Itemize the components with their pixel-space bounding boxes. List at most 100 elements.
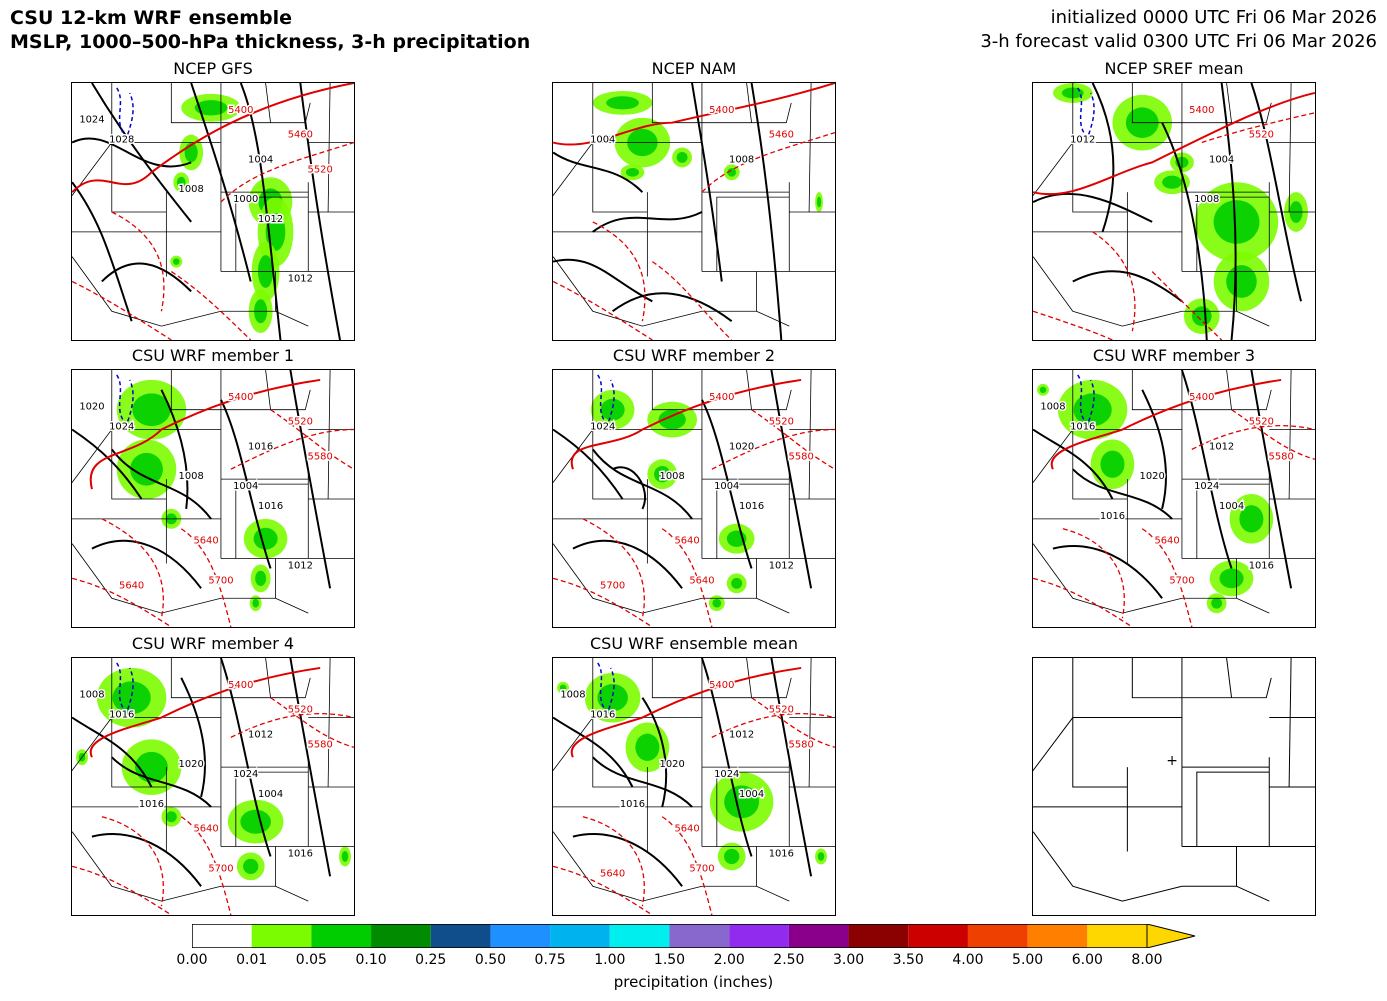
mslp-contour [289, 658, 332, 877]
map-panel-member1: CSU WRF member 1 1024 1016 1004 1008 1012 101… [71, 346, 355, 628]
state-border [701, 389, 792, 411]
mslp-contour [1033, 428, 1114, 500]
thickness-label: 5580 [1269, 451, 1294, 462]
thickness-contour [661, 528, 713, 627]
state-border [716, 771, 790, 847]
colorbar-segment [848, 924, 909, 948]
panel-title: CSU WRF member 1 [131, 346, 295, 365]
colorbar-tick-label: 4.00 [952, 952, 984, 968]
mslp-label: 1012 [288, 273, 313, 284]
mslp-contour [1141, 389, 1167, 510]
state-border [1226, 658, 1233, 698]
thickness-contours [1033, 378, 1315, 627]
thickness-contour [101, 816, 164, 907]
contour-labels: 1024 1020 1004 1008 1012 1016 5400 5520 5580 5640… [589, 390, 816, 593]
map-panel-sref: NCEP SREF mean 1012 1004 1008 5400 5520 [1032, 59, 1316, 341]
map-plot: 1004 1008 5400 5460 [552, 82, 836, 341]
thickness-contours [1033, 91, 1315, 340]
precip-area-heavy [341, 850, 349, 862]
precip-area-heavy [654, 466, 671, 483]
colorbar-tick-label: 8.00 [1131, 952, 1163, 968]
mslp-label: 1004 [233, 481, 258, 492]
state-border [701, 846, 757, 887]
map-plot: 1016 1012 1024 1020 1016 1004 1008 1016 5400 5520… [552, 657, 836, 916]
thickness-contour [111, 211, 165, 312]
thickness-contour [651, 261, 733, 340]
mslp-label: 1004 [258, 789, 283, 800]
mslp-contour [1052, 545, 1163, 599]
precip-area-heavy [559, 684, 567, 692]
state-border [1226, 83, 1232, 123]
colorbar-segment [192, 924, 252, 948]
mslp-contour [641, 697, 668, 808]
map-panel-ensemble-mean: CSU WRF ensemble mean 1016 1012 1024 1020 10… [552, 634, 836, 916]
thickness-contour [1151, 271, 1223, 340]
mslp-label: 1024 [233, 769, 258, 780]
thickness-contours [72, 83, 354, 340]
precip-field [1037, 379, 1274, 614]
state-border [111, 717, 167, 788]
thickness-label: 5700 [1169, 575, 1194, 586]
figure-title: CSU 12-km WRF ensemble MSLP, 1000–500-hP… [10, 6, 530, 54]
colorbar-segment [1087, 924, 1147, 948]
mslp-contour [111, 756, 212, 808]
colorbar-tick-labels: 0.00 0.01 0.05 0.10 0.25 0.50 0.75 1.00 1.50 2.00… [0, 952, 1387, 972]
thickness-contour [72, 577, 172, 627]
mslp-contours [553, 658, 813, 887]
colorbar-segment [490, 924, 551, 948]
mslp-label: 1012 [769, 560, 794, 571]
mslp-label: 1016 [258, 501, 283, 512]
mslp-label: 1012 [729, 729, 754, 740]
contour-labels: 1016 1012 1024 1020 1016 1004 1008 1016 5400 5520… [1039, 390, 1295, 588]
thickness-contours [72, 378, 354, 627]
state-border [1236, 597, 1270, 614]
mslp-label: 1012 [258, 214, 283, 225]
precip-area-heavy [597, 684, 628, 712]
mslp-label: 1004 [590, 135, 615, 146]
thickness-label: 5640 [1154, 536, 1179, 547]
contour-labels: 1016 1012 1024 1020 1016 1004 1008 1016 5400 5520… [78, 678, 334, 876]
state-border [1131, 658, 1182, 699]
mslp-contour [553, 258, 653, 303]
colorbar-tick-label: 0.10 [355, 952, 387, 968]
blue-thickness-contour [597, 374, 615, 426]
mslp-contours [72, 658, 332, 887]
thickness-label: 5400 [228, 105, 253, 116]
state-border [1072, 142, 1128, 213]
colorbar-segment [609, 924, 670, 948]
thickness-label: 5520 [1249, 417, 1274, 428]
mslp-label: 1016 [288, 848, 313, 859]
mslp-contour [770, 370, 813, 589]
mslp-contour [101, 262, 192, 293]
state-border [1181, 846, 1238, 887]
mslp-contour [1072, 270, 1183, 303]
precip-area-heavy [1239, 505, 1264, 533]
thickness-label: 5640 [119, 580, 144, 591]
state-border [1236, 885, 1270, 902]
reference-map: + [1032, 657, 1316, 916]
mslp-contour [160, 389, 189, 510]
thickness-contour [582, 816, 645, 907]
mslp-label: 1008 [560, 690, 585, 701]
mslp-label: 1008 [660, 471, 685, 482]
blue-thickness-contour [597, 662, 615, 714]
blue-thickness-contour [116, 87, 134, 139]
thickness-contour [711, 713, 835, 738]
mslp-label: 1016 [620, 799, 645, 810]
state-border [701, 102, 792, 124]
state-borders [1033, 370, 1315, 614]
mslp-contour [1250, 370, 1293, 589]
mslp-contour [701, 399, 753, 569]
thickness-contour [553, 865, 653, 915]
thickness-contour-5400 [570, 378, 802, 470]
precip-area-heavy [1191, 306, 1212, 327]
state-border [235, 771, 309, 847]
mslp-contours [72, 83, 341, 340]
colorbar-tick-label: 0.25 [415, 952, 447, 968]
precip-area-heavy [253, 527, 278, 550]
precip-field [116, 379, 288, 612]
state-border [327, 658, 331, 788]
thickness-label: 5400 [709, 680, 734, 691]
state-border [716, 196, 790, 272]
precip-area-heavy [712, 598, 722, 608]
